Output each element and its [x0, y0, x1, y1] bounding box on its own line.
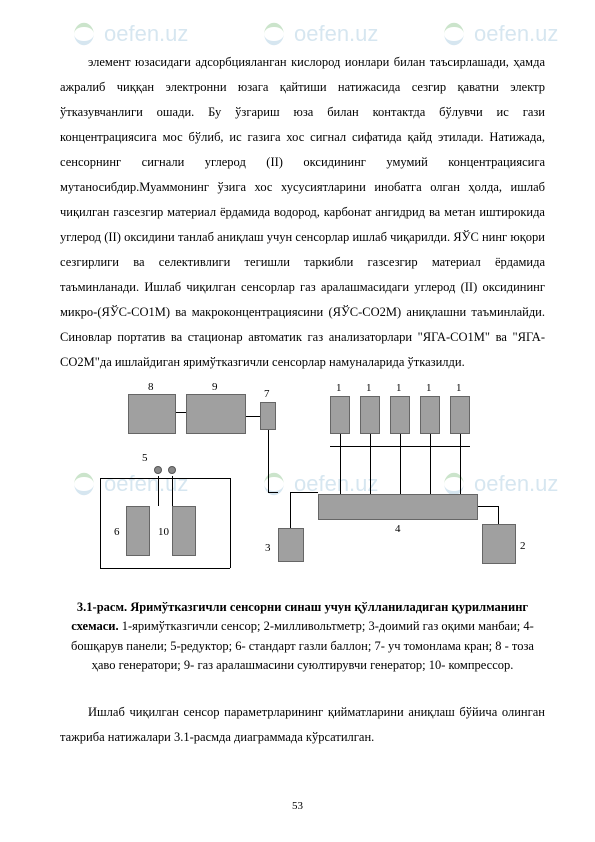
label-1: 1: [336, 382, 342, 394]
label-5: 5: [142, 452, 148, 464]
label-1: 1: [426, 382, 432, 394]
second-paragraph: Ишлаб чиқилган сенсор параметрларининг қ…: [60, 700, 545, 750]
schematic-diagram: 8 9 7 1 1 1 1 1 4 3 2 5 6 10: [90, 382, 510, 582]
connector: [330, 446, 470, 447]
connector: [290, 492, 291, 528]
box-3: [278, 528, 304, 562]
watermark-logo-icon: [70, 20, 98, 48]
box-4: [318, 494, 478, 520]
box-1e: [450, 396, 470, 434]
connector: [460, 434, 461, 494]
connector: [340, 434, 341, 494]
main-paragraph: элемент юзасидаги адсорбцияланган кислор…: [60, 50, 545, 375]
connector: [370, 434, 371, 494]
box-10: [172, 506, 196, 556]
circle-5a: [154, 466, 162, 474]
label-7: 7: [264, 388, 270, 400]
watermark-logo-icon: [440, 20, 468, 48]
label-9: 9: [212, 381, 218, 393]
label-8: 8: [148, 381, 154, 393]
box-2: [482, 524, 516, 564]
connector: [268, 430, 269, 492]
connector: [400, 434, 401, 494]
watermark-logo-icon: [260, 20, 288, 48]
watermark-text: oefen.uz: [474, 21, 558, 47]
label-2: 2: [520, 540, 526, 552]
box-6: [126, 506, 150, 556]
caption-body: 1-яримўтказгичли сенсор; 2-милливольтмет…: [71, 619, 534, 672]
label-1: 1: [396, 382, 402, 394]
frame-top: [100, 478, 230, 479]
connector: [246, 416, 260, 417]
label-10: 10: [158, 526, 169, 538]
connector: [172, 476, 173, 506]
watermark: oefen.uz: [440, 20, 558, 48]
frame-right: [230, 478, 231, 568]
figure-caption: 3.1-расм. Яримўтказгичли сенсорни синаш …: [60, 598, 545, 676]
connector: [176, 412, 186, 413]
connector: [498, 506, 499, 524]
watermark: oefen.uz: [260, 20, 378, 48]
connector: [478, 506, 498, 507]
watermark-text: oefen.uz: [104, 21, 188, 47]
circle-5b: [168, 466, 176, 474]
frame-left: [100, 478, 101, 568]
label-3: 3: [265, 542, 271, 554]
box-7: [260, 402, 276, 430]
box-1b: [360, 396, 380, 434]
watermark: oefen.uz: [70, 20, 188, 48]
main-content: элемент юзасидаги адсорбцияланган кислор…: [60, 50, 545, 375]
watermark-text: oefen.uz: [294, 21, 378, 47]
label-1: 1: [456, 382, 462, 394]
connector: [268, 492, 278, 493]
connector: [290, 492, 318, 493]
label-6: 6: [114, 526, 120, 538]
box-9: [186, 394, 246, 434]
box-1c: [390, 396, 410, 434]
connector: [430, 434, 431, 494]
connector: [158, 476, 159, 506]
frame-bottom: [100, 568, 230, 569]
box-8: [128, 394, 176, 434]
label-1: 1: [366, 382, 372, 394]
page-number: 53: [0, 800, 595, 812]
box-1d: [420, 396, 440, 434]
box-1a: [330, 396, 350, 434]
label-4: 4: [395, 523, 401, 535]
